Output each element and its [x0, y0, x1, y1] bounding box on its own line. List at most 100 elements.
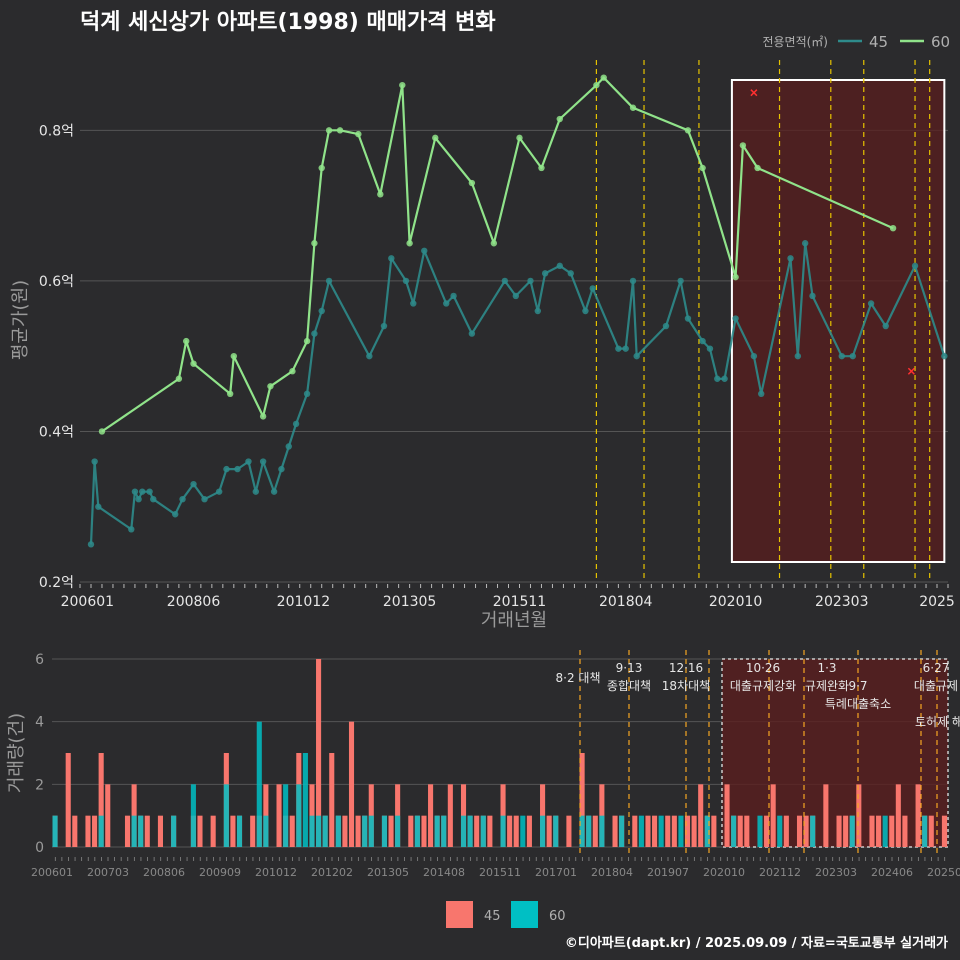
- bar-legend-label-45: 45: [484, 909, 501, 924]
- data-point-45: [662, 322, 670, 330]
- bar-45: [105, 784, 111, 847]
- data-point-45: [131, 488, 139, 495]
- data-point-45: [421, 247, 428, 254]
- data-point-45: [706, 345, 714, 352]
- bar-x-tick-label: 201907: [647, 866, 689, 879]
- bar-60: [223, 784, 229, 847]
- x-tick-label: 202303: [815, 594, 868, 610]
- data-point-45: [366, 352, 373, 360]
- data-point-45: [787, 255, 794, 262]
- bar-60: [619, 815, 625, 847]
- data-point-60: [355, 130, 362, 138]
- data-point-60: [230, 352, 238, 360]
- data-point-45: [699, 337, 706, 345]
- bar-60: [757, 815, 763, 847]
- bar-60: [263, 815, 269, 847]
- data-point-60: [732, 273, 739, 281]
- bar-45: [895, 784, 901, 847]
- data-point-45: [732, 315, 739, 322]
- y-tick-label: 0.6억: [39, 274, 74, 290]
- data-point-60: [399, 81, 406, 89]
- bar-60: [467, 815, 473, 847]
- data-point-45: [567, 270, 574, 277]
- data-point-45: [750, 352, 758, 360]
- bar-45: [157, 815, 163, 847]
- bar-45: [671, 815, 677, 847]
- data-point-60: [190, 360, 197, 367]
- bar-60: [540, 815, 546, 847]
- bar-45: [526, 815, 532, 847]
- data-point-45: [758, 390, 765, 398]
- data-point-60: [468, 179, 476, 187]
- policy-annotation-date: 1·3: [817, 661, 836, 675]
- bar-45: [632, 815, 638, 847]
- data-point-45: [179, 495, 186, 503]
- bar-45: [368, 784, 374, 847]
- bar-highlight-border: [721, 658, 949, 848]
- bar-45: [197, 815, 203, 847]
- bar-60: [441, 815, 447, 847]
- bar-60: [138, 815, 144, 847]
- data-point-45: [849, 352, 856, 360]
- bar-45: [941, 815, 947, 847]
- bar-60: [190, 784, 196, 847]
- bar-45: [421, 815, 427, 847]
- data-point-45: [677, 277, 684, 285]
- data-point-45: [311, 330, 318, 337]
- x-tick-label: 2025: [919, 594, 955, 610]
- policy-annotation-label: 특례대출축소: [825, 697, 891, 711]
- bar-45: [474, 815, 480, 847]
- data-point-45: [128, 526, 135, 533]
- data-point-45: [234, 465, 241, 473]
- bar-60: [368, 815, 374, 847]
- x-tick-label: 200806: [167, 594, 221, 610]
- bar-45: [85, 815, 91, 847]
- data-point-60: [318, 164, 325, 172]
- bar-45: [487, 815, 493, 847]
- data-point-60: [629, 104, 637, 111]
- policy-annotation-label: 대출규제강화: [730, 679, 796, 693]
- data-point-45: [838, 352, 845, 360]
- bar-45: [823, 784, 829, 847]
- outlier-marker: [907, 367, 915, 375]
- data-point-45: [135, 495, 142, 503]
- bar-x-tick-label: 201511: [479, 866, 521, 879]
- bar-60: [322, 815, 328, 847]
- data-point-60: [556, 115, 563, 123]
- x-tick-label: 201804: [599, 594, 653, 610]
- bar-45: [599, 784, 605, 847]
- data-point-45: [172, 511, 179, 518]
- bar-45: [388, 815, 394, 847]
- data-point-45: [402, 277, 410, 285]
- data-point-60: [267, 383, 274, 390]
- data-point-45: [501, 277, 509, 285]
- policy-annotation-label: 18차대책: [662, 678, 710, 693]
- data-point-45: [410, 300, 417, 307]
- data-point-60: [739, 142, 747, 149]
- bar-60: [236, 815, 243, 847]
- y-tick-label: 0.4억: [39, 424, 74, 440]
- data-point-60: [259, 413, 267, 420]
- bar-45: [803, 815, 809, 847]
- policy-annotation-date: 6·27: [923, 661, 950, 675]
- bar-45: [98, 753, 104, 847]
- data-point-60: [226, 390, 234, 398]
- bar-x-tick-label: 200909: [199, 866, 241, 879]
- bar-60: [704, 815, 710, 847]
- highlight-region: [731, 80, 945, 562]
- policy-annotation-date: 9·7: [848, 679, 867, 693]
- bar-60: [434, 815, 440, 847]
- bar-45: [652, 815, 658, 847]
- data-point-45: [794, 352, 802, 360]
- bar-60: [500, 815, 506, 847]
- data-point-45: [201, 495, 208, 503]
- data-point-45: [146, 488, 153, 495]
- bar-60: [309, 815, 315, 847]
- data-point-45: [285, 443, 292, 450]
- data-point-45: [223, 465, 230, 473]
- bar-x-tick-label: 200601: [31, 866, 73, 879]
- bar-60: [849, 815, 855, 847]
- policy-annotation-label: 종합대책: [607, 678, 651, 693]
- data-point-45: [91, 458, 98, 465]
